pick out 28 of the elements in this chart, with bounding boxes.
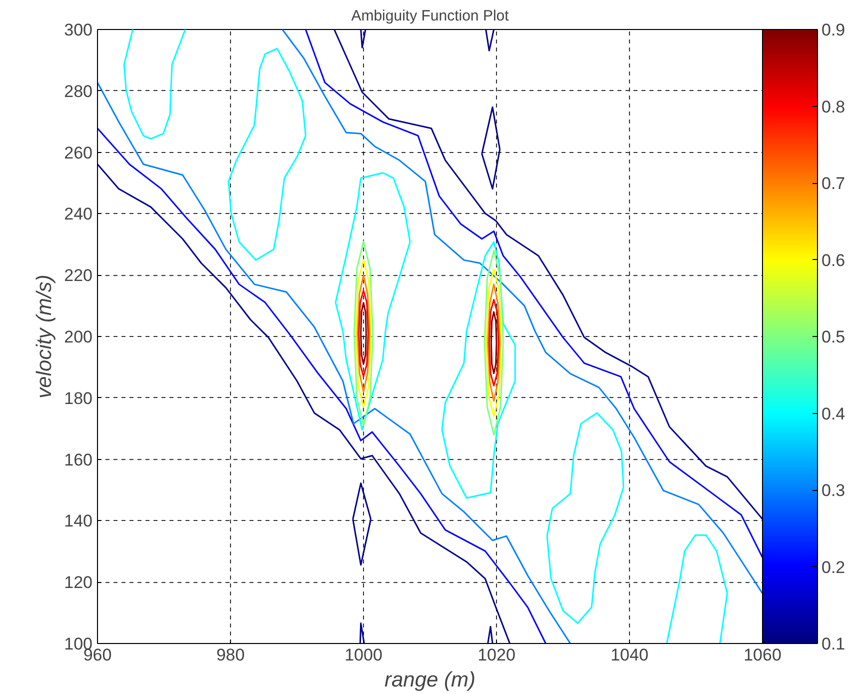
y-tick-label: 200 bbox=[64, 328, 93, 346]
x-tick-label: 1040 bbox=[610, 646, 648, 664]
color-bar-label: 0.4 bbox=[822, 404, 846, 424]
y-axis-title: velocity (m/s) bbox=[33, 274, 56, 398]
color-bar-label: 0.6 bbox=[822, 250, 846, 270]
x-tick-label: 1000 bbox=[344, 646, 382, 664]
y-tick-label: 260 bbox=[64, 143, 93, 162]
x-tick-label: 1020 bbox=[478, 646, 516, 664]
y-tick-label: 160 bbox=[64, 450, 93, 470]
chart-title: Ambiguity Function Plot bbox=[351, 8, 510, 24]
y-tick-label: 220 bbox=[64, 266, 93, 286]
y-tick-label: 120 bbox=[64, 573, 93, 592]
color-bar-label: 0.1 bbox=[822, 634, 846, 654]
y-tick-label: 180 bbox=[64, 388, 93, 408]
color-bar-label: 0.9 bbox=[822, 20, 846, 40]
color-bar-label: 0.5 bbox=[822, 328, 846, 346]
y-tick-label: 140 bbox=[64, 512, 93, 531]
line-series bbox=[123, 30, 186, 140]
x-tick-label: 980 bbox=[216, 646, 245, 664]
color-bar-label: 0.7 bbox=[822, 174, 846, 193]
y-tick-label: 300 bbox=[64, 20, 93, 40]
y-tick-label: 280 bbox=[64, 82, 93, 101]
color-bar-label: 0.2 bbox=[822, 558, 846, 577]
x-tick-label: 1060 bbox=[744, 646, 782, 664]
x-axis-title: range (m) bbox=[384, 668, 476, 692]
color-bar-label: 0.8 bbox=[822, 97, 846, 116]
color-bar-label: 0.3 bbox=[822, 481, 846, 500]
y-tick-label: 240 bbox=[64, 204, 93, 224]
